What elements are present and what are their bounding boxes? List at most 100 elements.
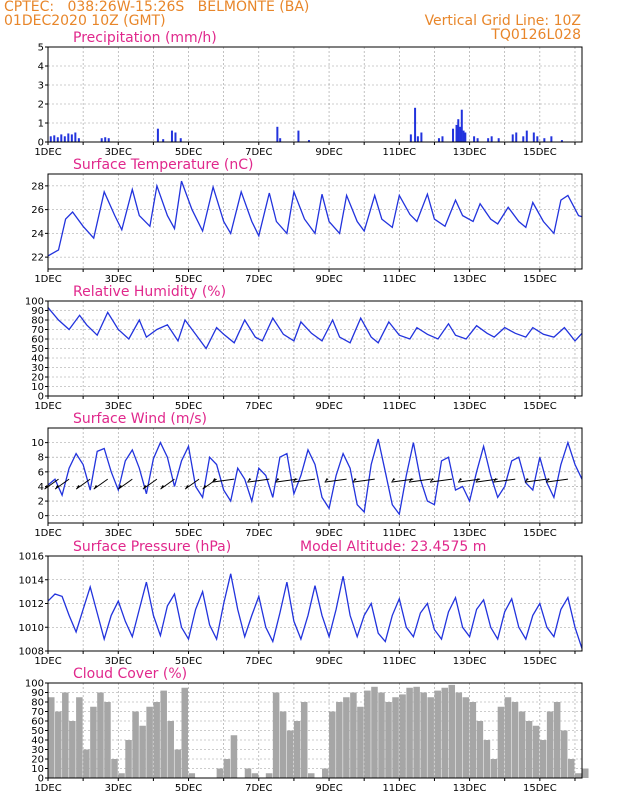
- x-tick-label: 1DEC: [34, 783, 61, 794]
- y-tick-label: 40: [31, 354, 44, 365]
- wind-arrowhead: [352, 478, 357, 483]
- x-tick-label: 13DEC: [453, 783, 487, 794]
- x-tick-label: 3DEC: [105, 274, 132, 285]
- cloud-bar: [413, 686, 420, 778]
- cloud-bar: [532, 725, 540, 778]
- cloud-bar: [55, 711, 62, 778]
- cloud-bar: [525, 721, 533, 778]
- wind-arrowhead: [293, 478, 297, 483]
- x-tick-label: 9DEC: [315, 147, 342, 158]
- y-tick-label: 26: [31, 205, 44, 216]
- panel-4: 1008 1010 1012 1014 1016 1DEC 3DEC 5DEC 7DEC 9DEC…: [19, 539, 583, 667]
- header-station: CPTEC: 038:26W-15:26S BELMONTE (BA): [4, 0, 310, 15]
- x-tick-label: 1DEC: [34, 656, 61, 667]
- precip-bar: [77, 138, 80, 142]
- panel-title: Precipitation (mm/h): [73, 30, 217, 46]
- plot-frame: [47, 46, 583, 143]
- wind-arrowhead: [247, 478, 252, 483]
- cloud-bar: [455, 692, 463, 778]
- cloud-bar: [132, 711, 139, 778]
- y-tick-label: 20: [31, 373, 44, 384]
- x-tick-label: 5DEC: [175, 783, 202, 794]
- wind-arrow: [458, 478, 481, 483]
- x-tick-label: 15DEC: [523, 147, 557, 158]
- cloud-bar: [434, 690, 441, 778]
- precip-bar: [525, 130, 528, 142]
- y-tick-label: 5: [38, 43, 44, 54]
- x-tick-label: 1DEC: [34, 147, 61, 158]
- wind-arrow: [93, 478, 109, 490]
- precip-bar: [515, 132, 518, 142]
- precip-bar: [460, 109, 463, 142]
- x-tick-label: 3DEC: [105, 401, 132, 412]
- wind-arrow: [142, 478, 158, 490]
- y-tick-label: 70: [31, 707, 44, 718]
- cloud-bar: [560, 730, 568, 778]
- x-tick-label: 1DEC: [34, 401, 61, 412]
- precip-bar: [462, 130, 465, 142]
- precip-bar: [162, 139, 165, 142]
- y-tick-label: 90: [31, 306, 44, 317]
- cloud-bar: [265, 773, 273, 778]
- precip-bar: [487, 138, 490, 142]
- x-tick-label: 7DEC: [245, 147, 272, 158]
- wind-arrowhead: [391, 478, 396, 483]
- x-tick-label: 7DEC: [245, 783, 272, 794]
- wind-arrow: [247, 478, 270, 483]
- precip-bar: [170, 130, 173, 142]
- precip-bar: [56, 137, 59, 142]
- wind-arrowhead: [324, 478, 329, 483]
- wind-arrow: [212, 478, 235, 483]
- series-line: [47, 438, 583, 516]
- panel-title: Relative Humidity (%): [73, 284, 226, 300]
- cloud-bar: [167, 721, 174, 778]
- cloud-bar: [504, 697, 512, 778]
- wind-arrowhead: [202, 485, 207, 490]
- y-tick-label: 1012: [19, 599, 44, 610]
- precip-bar: [307, 140, 310, 142]
- wind-arrow: [475, 478, 498, 483]
- panel-3: 0 2 4 6 8 10 1DEC 3DEC 5DEC 7DEC 9DEC 11DEC 13DEC 15D…: [31, 411, 583, 539]
- wind-arrow: [118, 478, 133, 490]
- cloud-bar: [279, 711, 287, 778]
- precip-bar: [457, 119, 460, 142]
- cloud-bar: [62, 692, 69, 778]
- x-tick-label: 11DEC: [382, 656, 416, 667]
- precip-bar: [276, 126, 279, 142]
- y-tick-label: 2: [38, 497, 44, 508]
- precip-bar: [441, 136, 444, 142]
- y-tick-label: 2: [38, 100, 44, 111]
- wind-arrowhead: [524, 478, 529, 483]
- y-tick-label: 8: [38, 453, 44, 464]
- y-tick-label: 70: [31, 325, 44, 336]
- panel-title: Cloud Cover (%): [73, 666, 187, 682]
- y-tick-label: 0: [38, 511, 44, 522]
- series-line: [47, 307, 583, 350]
- y-tick-label: 10: [31, 438, 44, 449]
- wind-arrow: [75, 478, 91, 490]
- cloud-bar: [300, 702, 308, 778]
- y-tick-label: 60: [31, 717, 44, 728]
- wind-arrowhead: [545, 478, 550, 483]
- x-tick-label: 15DEC: [523, 401, 557, 412]
- wind-arrow: [44, 478, 59, 490]
- series-line: [47, 573, 583, 649]
- cloud-bar: [511, 702, 519, 778]
- y-tick-label: 1010: [19, 623, 44, 634]
- y-tick-label: 30: [31, 745, 44, 756]
- y-tick-label: 4: [38, 482, 44, 493]
- cloud-bar: [483, 740, 491, 778]
- plot-frame: [47, 173, 583, 270]
- cloud-bar: [244, 768, 252, 778]
- wind-arrowhead: [493, 478, 498, 483]
- precip-bar: [297, 130, 300, 142]
- precip-bar: [156, 128, 159, 142]
- cloud-bar: [139, 725, 146, 778]
- wind-arrow: [391, 478, 414, 483]
- y-tick-label: 6: [38, 467, 44, 478]
- precip-bar: [179, 138, 182, 142]
- cloud-bar: [469, 702, 477, 778]
- wind-arrow: [160, 478, 175, 490]
- wind-arrowhead: [475, 478, 480, 483]
- wind-arrowhead: [93, 485, 98, 490]
